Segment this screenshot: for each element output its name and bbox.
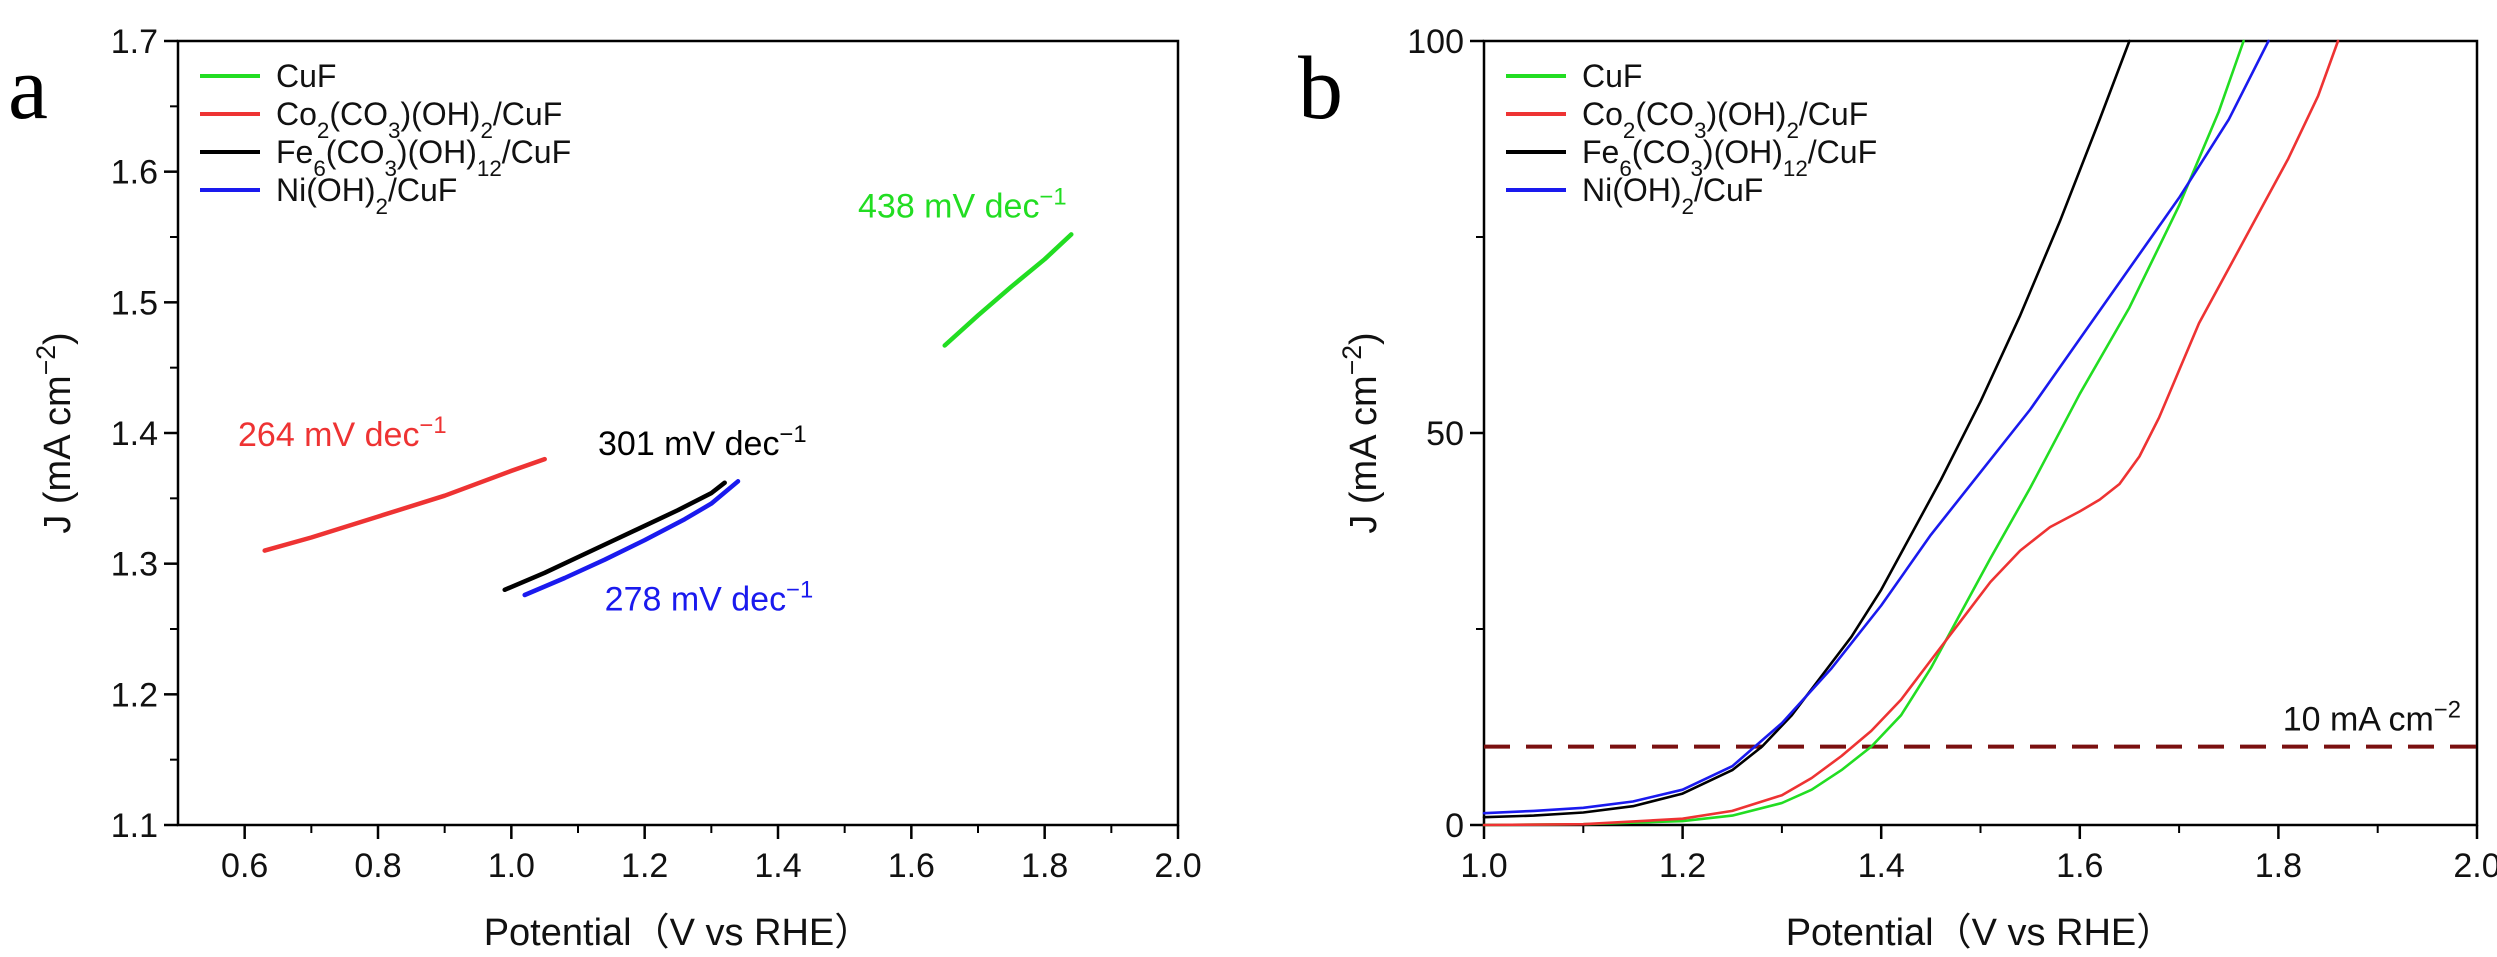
panel-a-y-axis: 1.1 1.2 1.3 1.4 1.5 1.6 1.7: [111, 23, 178, 845]
slope-annotation: 264 mV dec−1: [238, 412, 447, 455]
panel-a-series: [262, 232, 1074, 598]
y-tick-label: 50: [1426, 415, 1464, 453]
slope-annotation: 438 mV dec−1: [858, 183, 1067, 226]
y-tick-label: 100: [1407, 23, 1464, 61]
series-line-cuf: [942, 232, 1074, 348]
y-tick-label: 1.7: [111, 23, 158, 61]
y-tick-label: 1.6: [111, 154, 158, 192]
series-line-fe6-co3-oh-12-cuf: [502, 480, 727, 593]
y-tick-label: 1.3: [111, 546, 158, 584]
legend-label: Ni(OH)2/CuF: [1582, 172, 1763, 219]
series-line-fe6-co3-oh-12-cuf: [1482, 39, 2131, 819]
series-line-ni-oh-2-cuf: [522, 479, 741, 598]
series-line-co2-co3-oh-2-cuf: [262, 456, 547, 553]
y-tick-label: 1.1: [111, 807, 158, 845]
x-tick-label: 1.4: [754, 847, 801, 885]
y-tick-label: 1.4: [111, 415, 158, 453]
slope-annotation: 301 mV dec−1: [598, 421, 807, 464]
legend-label: Co2(CO3)(OH)2/CuF: [1582, 96, 1868, 143]
panel-b-y-axis: 0 50 100: [1407, 23, 1484, 845]
panel-a-x-axis: 0.6 0.8 1.0 1.2 1.4 1.6 1.8 2.0: [221, 825, 1202, 885]
panel-b-letter: b: [1298, 39, 1343, 138]
x-tick-label: 2.0: [1154, 847, 1201, 885]
x-tick-label: 1.4: [1858, 847, 1905, 885]
series-line-co2-co3-oh-2-cuf: [1482, 39, 2340, 827]
y-tick-label: 0: [1445, 807, 1464, 845]
panel-b-x-axis-label: Potential（V vs RHE）: [1786, 912, 2175, 954]
x-tick-label: 1.2: [621, 847, 668, 885]
panel-a-legend: CuFCo2(CO3)(OH)2/CuFFe6(CO3)(OH)12/CuFNi…: [200, 58, 571, 219]
x-tick-label: 1.6: [888, 847, 935, 885]
x-tick-label: 1.6: [2056, 847, 2103, 885]
x-tick-label: 1.2: [1659, 847, 1706, 885]
x-tick-label: 1.0: [488, 847, 535, 885]
legend-label: CuF: [276, 58, 336, 94]
series-line-cuf: [1482, 39, 2245, 827]
panel-a-annotations: 438 mV dec−1 264 mV dec−1 301 mV dec−1 278 …: [238, 183, 1067, 619]
panel-b-chart: b 1.0 1.2 1.4 1.6 1.8 2.0 0 50 100 10 mA cm−2 C…: [1298, 23, 2497, 954]
x-tick-label: 1.0: [1460, 847, 1507, 885]
slope-annotation: 278 mV dec−1: [605, 576, 814, 619]
panel-b-reference-line: 10 mA cm−2: [1484, 696, 2477, 749]
legend-label: Fe6(CO3)(OH)12/CuF: [1582, 134, 1877, 181]
x-tick-label: 1.8: [2255, 847, 2302, 885]
panel-b-series: [1482, 39, 2340, 827]
panel-a-x-axis-label: Potential（V vs RHE）: [484, 912, 873, 954]
x-tick-label: 2.0: [2453, 847, 2497, 885]
panel-b-legend: CuFCo2(CO3)(OH)2/CuFFe6(CO3)(OH)12/CuFNi…: [1506, 58, 1877, 219]
legend-label: CuF: [1582, 58, 1642, 94]
series-line-ni-oh-2-cuf: [1482, 39, 2270, 815]
legend-label: Ni(OH)2/CuF: [276, 172, 457, 219]
panel-b-x-axis: 1.0 1.2 1.4 1.6 1.8 2.0: [1460, 825, 2497, 885]
panel-b-y-axis-label: J (mA cm−2): [1337, 332, 1385, 533]
panel-a-chart: a 0.6 0.8 1.0 1.2 1.4 1.6 1.8 2.0 1.11.21.31.41…: [8, 23, 1202, 954]
y-tick-label: 1.2: [111, 676, 158, 714]
x-tick-label: 0.6: [221, 847, 268, 885]
panel-a-y-axis-label: J (mA cm−2): [31, 332, 79, 533]
panel-a-letter: a: [8, 39, 48, 138]
y-tick-label: 1.5: [111, 284, 158, 322]
x-tick-label: 0.8: [354, 847, 401, 885]
legend-label: Fe6(CO3)(OH)12/CuF: [276, 134, 571, 181]
legend-label: Co2(CO3)(OH)2/CuF: [276, 96, 562, 143]
x-tick-label: 1.8: [1021, 847, 1068, 885]
reference-line-label: 10 mA cm−2: [2283, 696, 2461, 739]
